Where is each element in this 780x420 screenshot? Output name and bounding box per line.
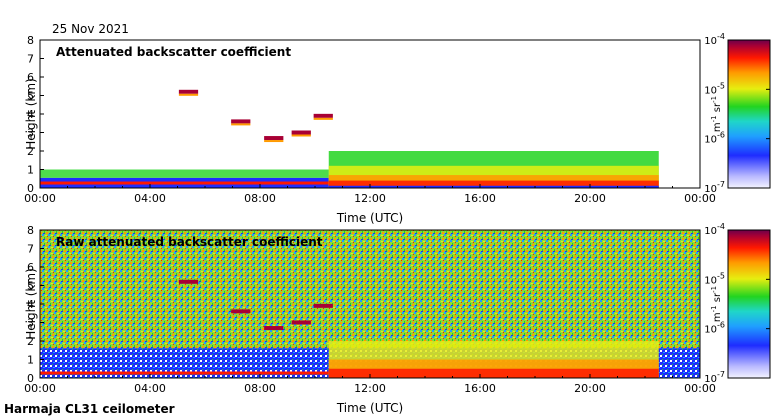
- panel-bottom: 00:00 04:00 08:00 12:00 16:00 20:00 00:0001234…: [24, 224, 716, 415]
- colorbar-unit: m-1 sr-1: [710, 286, 723, 322]
- cloud-band: [328, 180, 659, 188]
- y-tick-label: 2: [27, 335, 34, 348]
- x-tick-label: 12:00: [354, 192, 386, 205]
- colorbar-tick-label: 10-5: [704, 81, 725, 96]
- x-axis-label-raw: Time (UTC): [336, 401, 403, 415]
- elevated-layer-edge: [231, 123, 251, 126]
- elevated-layer-raw: [313, 303, 333, 308]
- x-tick-label: 08:00: [244, 192, 276, 205]
- x-tick-label: 08:00: [244, 382, 276, 395]
- x-tick-label: 16:00: [464, 382, 496, 395]
- x-tick-label: 04:00: [134, 192, 166, 205]
- date-label: 25 Nov 2021: [52, 22, 129, 36]
- elevated-layer: [178, 89, 199, 94]
- elevated-layer-edge: [313, 117, 333, 120]
- y-tick-label: 0: [27, 182, 34, 195]
- colorbar-tick-exponent: -5: [717, 271, 725, 280]
- x-tick-label: 12:00: [354, 382, 386, 395]
- cloud-band-raw: [328, 368, 659, 378]
- elevated-layer: [264, 136, 284, 141]
- colorbar-tick-exponent: -7: [717, 180, 725, 189]
- y-tick-label: 1: [27, 354, 34, 367]
- y-tick-label: 1: [27, 164, 34, 177]
- x-tick-label: 20:00: [574, 192, 606, 205]
- colorbar-tick-label: 10-7: [704, 370, 725, 385]
- y-tick-label: 4: [27, 298, 34, 311]
- boundary-layer-raw: [40, 371, 329, 375]
- boundary-layer-top: [40, 169, 329, 178]
- y-tick-label: 3: [27, 127, 34, 140]
- elevated-layer: [313, 113, 333, 118]
- y-axis-label: Height (km): [24, 78, 38, 149]
- colorbar-tick-label: 10-4: [704, 32, 725, 47]
- colorbar-tick-label: 10-4: [704, 222, 725, 237]
- elevated-layer-raw: [231, 309, 251, 314]
- elevated-layer-raw: [264, 326, 284, 331]
- chart-title: Attenuated backscatter coefficient: [56, 45, 291, 59]
- colorbar-unit: m-1 sr-1: [710, 96, 723, 132]
- x-tick-label: 16:00: [464, 192, 496, 205]
- elevated-layer: [291, 130, 311, 135]
- elevated-layer-edge: [291, 134, 311, 137]
- cloud-base: [328, 185, 659, 188]
- x-tick-label: 04:00: [134, 382, 166, 395]
- y-tick-label: 8: [27, 34, 34, 47]
- colorbar-ramp: [727, 39, 771, 189]
- colorbar-top: 10-710-610-510-4m-1 sr-1: [704, 32, 771, 195]
- panel-top: 00:00 04:00 08:00 12:00 16:00 20:00 00:0001234…: [24, 34, 716, 225]
- x-tick-label: 00:00: [684, 192, 716, 205]
- boundary-layer-core: [40, 181, 329, 185]
- x-tick-label: 00:00: [24, 192, 56, 205]
- colorbar-tick-exponent: -5: [717, 81, 725, 90]
- y-tick-label: 8: [27, 224, 34, 237]
- colorbar-bottom: 10-710-610-510-4m-1 sr-1: [704, 222, 771, 385]
- colorbar-tick-exponent: -4: [717, 32, 725, 41]
- y-tick-label: 5: [27, 90, 34, 103]
- colorbar-tick-exponent: -6: [717, 321, 725, 330]
- elevated-layer-raw: [291, 320, 311, 325]
- chart-title-raw: Raw attenuated backscatter coefficient: [56, 235, 323, 249]
- colorbar-tick-exponent: -4: [717, 222, 725, 231]
- colorbar-tick-label: 10-7: [704, 180, 725, 195]
- y-tick-label: 2: [27, 145, 34, 158]
- elevated-layer-edge: [264, 140, 284, 143]
- y-tick-label: 6: [27, 261, 34, 274]
- y-tick-label: 6: [27, 71, 34, 84]
- y-tick-label: 3: [27, 317, 34, 330]
- y-tick-label: 7: [27, 243, 34, 256]
- elevated-layer: [231, 119, 251, 124]
- y-tick-label: 0: [27, 372, 34, 385]
- x-tick-label: 20:00: [574, 382, 606, 395]
- y-axis-label-raw: Height (km): [24, 268, 38, 339]
- y-tick-label: 5: [27, 280, 34, 293]
- colorbar-tick-label: 10-5: [704, 271, 725, 286]
- y-tick-label: 4: [27, 108, 34, 121]
- elevated-layer-raw: [178, 279, 199, 284]
- colorbar-ramp-raw: [727, 229, 771, 379]
- elevated-layer-edge: [178, 93, 199, 96]
- x-tick-label: 00:00: [684, 382, 716, 395]
- x-axis-label: Time (UTC): [336, 211, 403, 225]
- footer-label: Harmaja CL31 ceilometer: [4, 402, 175, 416]
- x-tick-label: 00:00: [24, 382, 56, 395]
- colorbar-tick-exponent: -7: [717, 370, 725, 379]
- y-tick-label: 7: [27, 53, 34, 66]
- colorbar-tick-exponent: -6: [717, 131, 725, 140]
